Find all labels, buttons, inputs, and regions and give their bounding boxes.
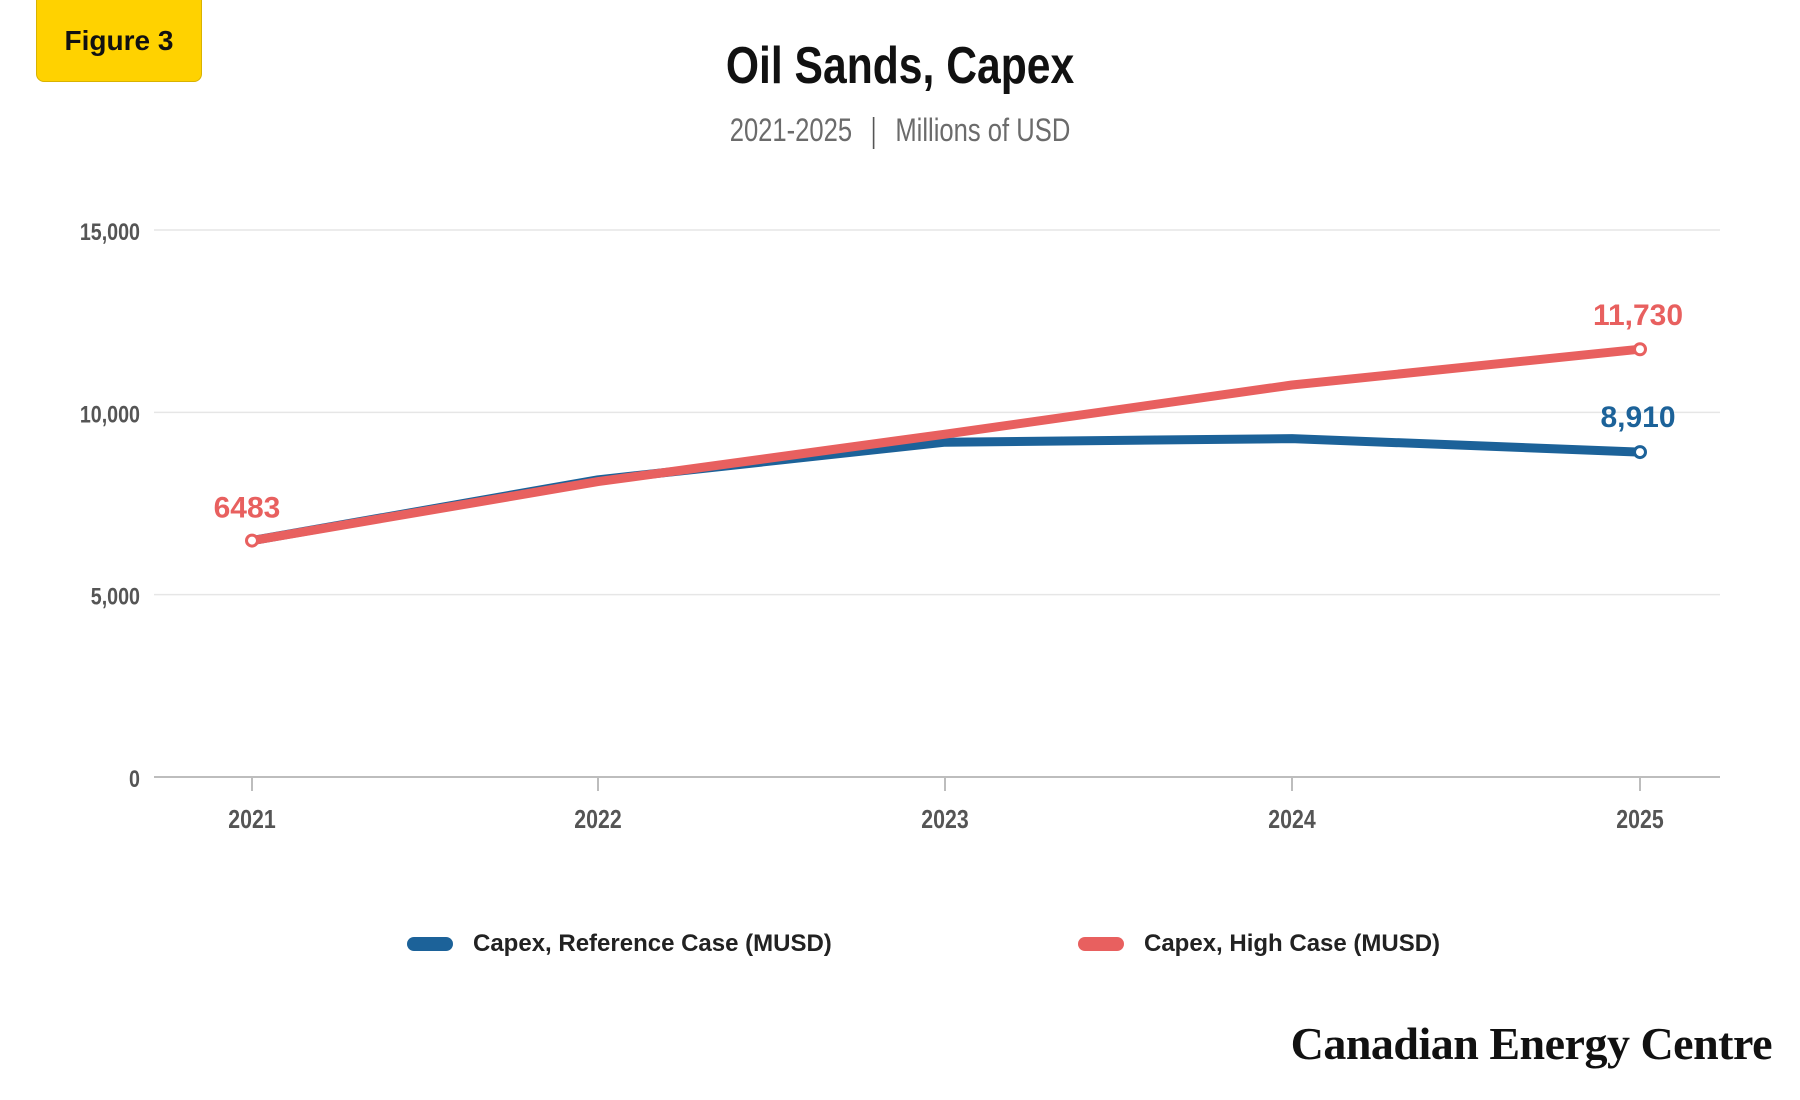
x-tick-label: 2022: [574, 805, 621, 835]
point-marker-reference-2025: [1633, 445, 1647, 460]
x-tick-label: 2025: [1616, 805, 1663, 835]
legend-label-high: Capex, High Case (MUSD): [1144, 930, 1441, 957]
subtitle-unit: Millions of USD: [895, 112, 1071, 148]
y-tick-label: 15,000: [80, 218, 140, 245]
x-tick-label: 2024: [1268, 805, 1316, 835]
x-tick-label: 2021: [228, 805, 275, 835]
legend-item-reference: Capex, Reference Case (MUSD): [407, 930, 832, 958]
figure-badge: Figure 3: [36, 0, 202, 82]
data-label-high-2021: 6483: [214, 492, 281, 525]
point-marker-high-2021: [245, 533, 259, 548]
y-tick-label: 5,000: [91, 583, 140, 610]
chart-legend: Capex, Reference Case (MUSD) Capex, High…: [0, 930, 1800, 970]
series-line-reference: [247, 434, 1645, 546]
legend-swatch-reference: [407, 937, 453, 951]
subtitle-divider: [872, 116, 875, 149]
legend-label-reference: Capex, Reference Case (MUSD): [473, 930, 832, 957]
legend-swatch-high: [1078, 937, 1124, 951]
legend-item-high: Capex, High Case (MUSD): [1078, 930, 1440, 958]
x-tick-label: 2023: [921, 805, 968, 835]
point-marker-high-2025: [1633, 342, 1647, 357]
chart-title: Oil Sands, Capex: [725, 37, 1075, 95]
data-label-reference-2025: 8,910: [1600, 401, 1675, 434]
y-tick-label: 10,000: [80, 400, 140, 427]
chart-subtitle: 2021-2025 Millions of USD: [180, 112, 1620, 149]
brand-logo: Canadian Energy Centre: [1290, 1018, 1773, 1069]
y-tick-label: 0: [129, 765, 140, 792]
line-chart: 0 5,000 10,000 15,000 2021 2022 2023 2024 2025 64…: [80, 218, 1720, 835]
data-label-high-2025: 11,730: [1593, 299, 1683, 332]
series-line-high: [247, 344, 1645, 546]
subtitle-range: 2021-2025: [729, 112, 853, 148]
